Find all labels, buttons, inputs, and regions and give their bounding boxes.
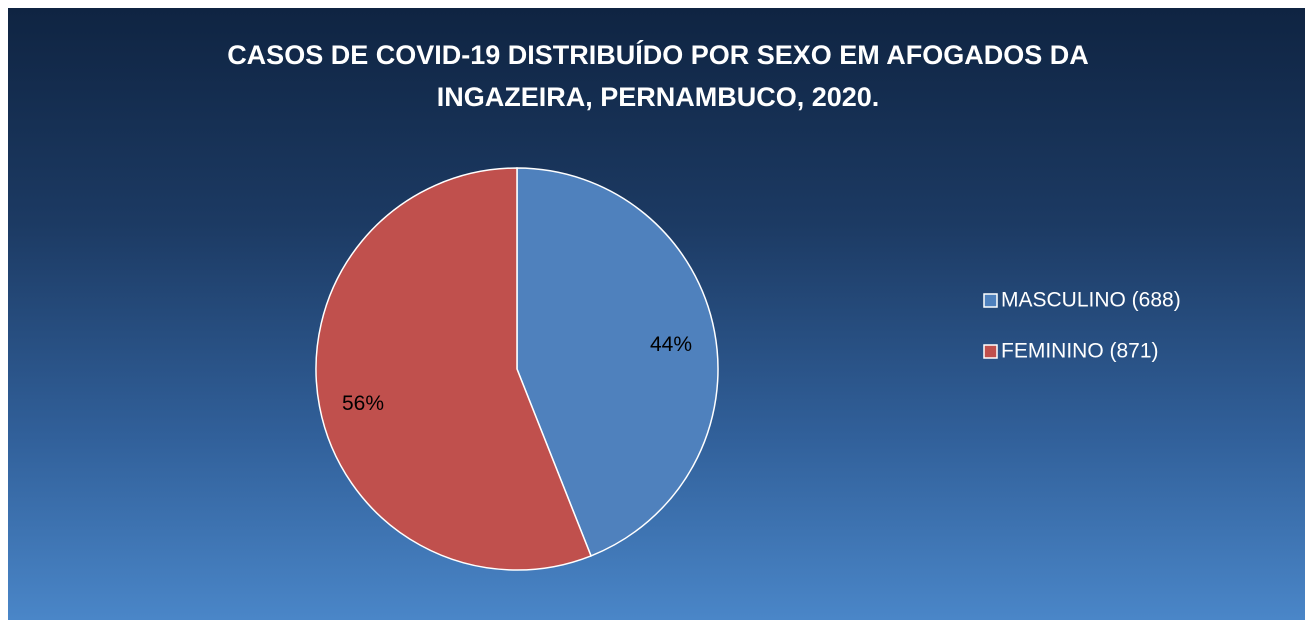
data-label: 44% — [650, 333, 692, 356]
chart-title: CASOS DE COVID-19 DISTRIBUÍDO POR SEXO E… — [227, 40, 1089, 112]
chart: 44% MASCULINO (688) 56% FEMININO (871) — [315, 167, 1181, 571]
legend-swatch — [983, 293, 998, 308]
legend-label: FEMININO (871) — [1001, 340, 1159, 363]
legend-swatch — [983, 344, 998, 359]
chart-area: 44% MASCULINO (688) 56% FEMININO (871) CASO… — [8, 8, 1305, 620]
pie-slice — [315, 167, 592, 571]
legend-label: MASCULINO (688) — [1001, 289, 1181, 312]
pie-slice — [516, 167, 719, 557]
data-label: 56% — [342, 392, 384, 415]
